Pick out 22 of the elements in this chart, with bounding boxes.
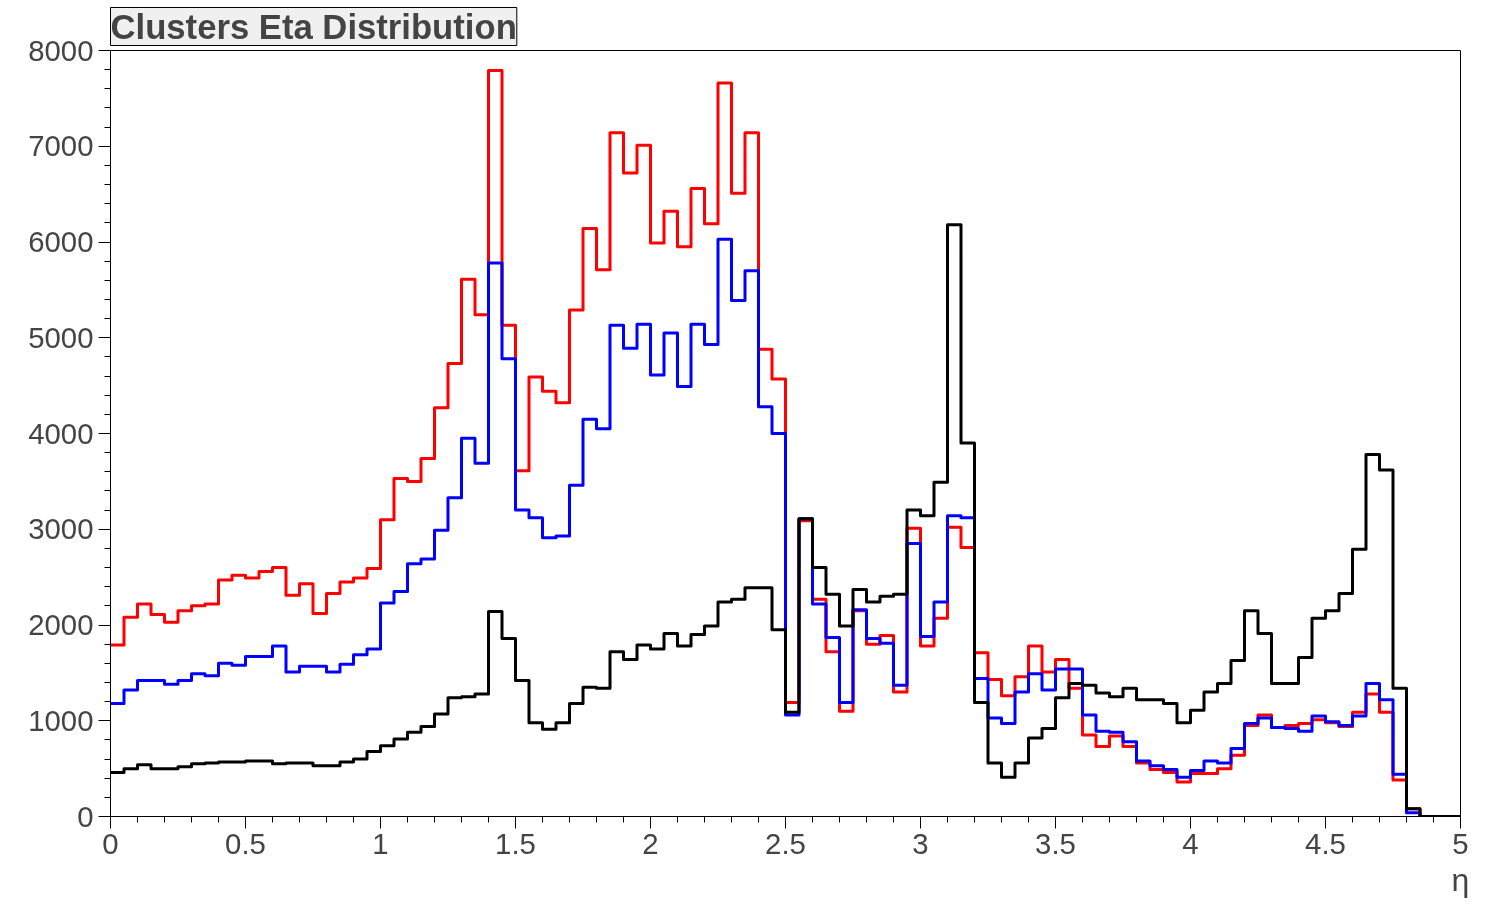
x-tick-label: 2.5 bbox=[765, 826, 806, 860]
y-tick-label: 4000 bbox=[28, 416, 94, 450]
y-tick-label: 6000 bbox=[28, 225, 94, 258]
x-tick-label: 4.5 bbox=[1305, 826, 1346, 860]
x-tick-label: 3.5 bbox=[1035, 826, 1076, 860]
x-axis-title: η bbox=[1451, 861, 1470, 898]
y-tick-label: 5000 bbox=[28, 320, 94, 354]
x-tick-label: 3 bbox=[912, 826, 929, 860]
x-tick-label: 5 bbox=[1452, 826, 1469, 860]
x-tick-label: 1 bbox=[372, 826, 389, 860]
x-tick-label: 4 bbox=[1182, 826, 1199, 860]
x-tick-label: 1.5 bbox=[495, 826, 536, 860]
chart-title: Clusters Eta Distribution bbox=[110, 7, 517, 46]
y-tick-label: 1000 bbox=[28, 703, 94, 737]
y-tick-label: 0 bbox=[77, 799, 94, 833]
y-tick-label: 8000 bbox=[28, 33, 94, 67]
x-tick-label: 2 bbox=[642, 826, 659, 860]
y-tick-label: 2000 bbox=[28, 608, 94, 641]
x-tick-label: 0.5 bbox=[225, 826, 266, 860]
x-tick-label: 0 bbox=[102, 826, 119, 860]
y-tick-label: 7000 bbox=[28, 129, 94, 163]
y-tick-label: 3000 bbox=[28, 512, 94, 546]
